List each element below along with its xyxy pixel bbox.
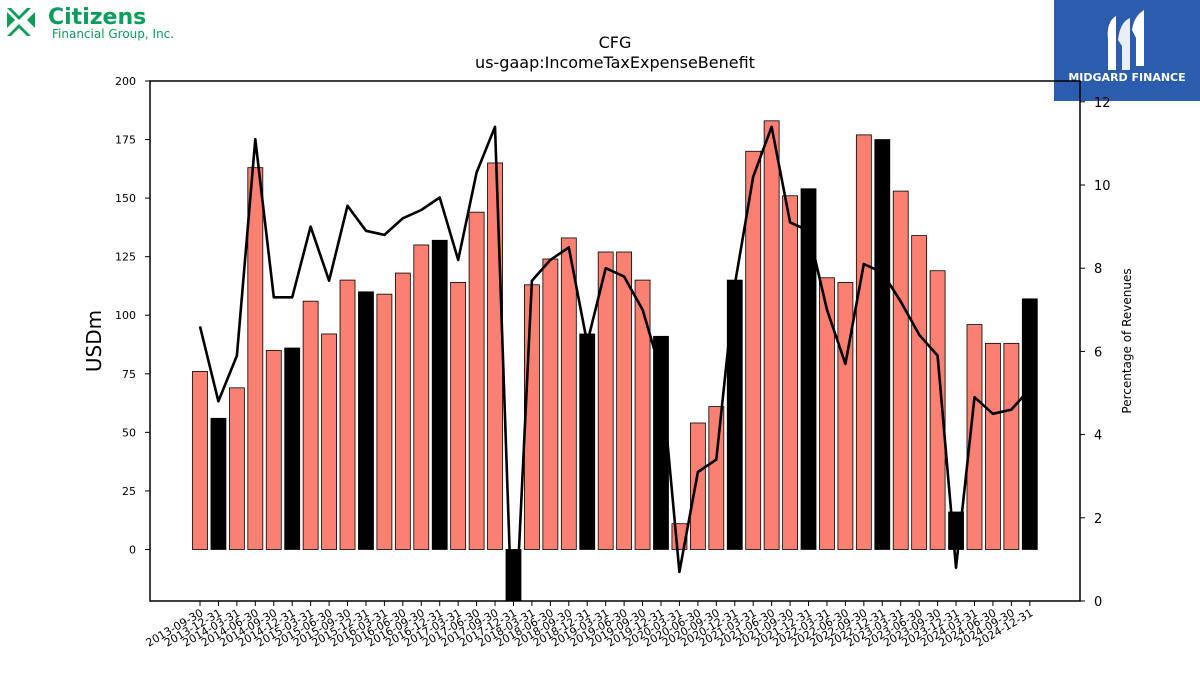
bar-2021-06-30 [763,120,780,550]
bar-2020-12-31 [726,279,743,550]
bar-2014-03-31 [228,387,245,550]
bar-2016-03-31 [376,293,393,550]
y2-tick-label: 0 [1094,595,1102,610]
y2-tick-label: 8 [1094,262,1102,277]
x-axis: 2013-09-302013-12-312014-03-312014-06-30… [144,601,1035,650]
bar-2021-12-31 [800,188,817,550]
y2-tick-label: 2 [1094,512,1102,527]
bar-2019-03-31 [597,251,614,550]
pct-line-series [198,125,1031,601]
pct-of-revenues-line [198,125,1031,601]
y-tick-label: 75 [122,368,136,381]
y-tick-label: 0 [129,543,136,556]
bar-2016-09-30 [413,244,430,550]
bar-2024-06-30 [985,342,1001,550]
bar-series [192,120,1038,602]
y2-tick-label: 12 [1094,96,1111,111]
bar-2020-09-30 [708,406,725,550]
logo-wordmark-midgard: MIDGARD FINANCE [1068,71,1185,84]
bar-2015-03-31 [302,300,319,550]
bar-2015-12-31 [358,291,374,550]
bar-2023-03-31 [892,190,909,550]
citizens-logo-mark [7,8,35,36]
bar-2015-06-30 [321,333,337,550]
bar-2015-09-30 [339,279,356,550]
bar-2022-06-30 [837,282,854,550]
logo-mark-part [7,24,31,36]
bar-2022-09-30 [855,134,872,550]
logo-mark-part [27,12,35,28]
bar-2024-03-31 [966,324,983,550]
bar-2013-09-30 [192,371,208,550]
y-tick-label: 200 [115,75,136,88]
bar-2023-09-30 [929,270,946,550]
bar-2019-09-30 [634,279,651,550]
bar-2017-09-30 [487,162,503,550]
bar-2021-09-30 [782,195,798,550]
bar-2016-12-31 [431,239,448,550]
logo-mark-part [7,12,15,28]
bar-2014-12-31 [284,347,301,550]
chart-subtitle: us-gaap:IncomeTaxExpenseBenefit [475,53,755,72]
y2-tick-label: 6 [1094,345,1102,360]
bar-2017-03-31 [450,282,467,550]
plot-frame [149,80,1081,602]
logo-mark-part [7,8,31,20]
y-tick-label: 150 [115,192,136,205]
bar-2016-06-30 [394,272,411,550]
logo-subtitle: Financial Group, Inc. [52,27,174,41]
y-tick-label: 125 [115,251,136,264]
y-axis-right: 0 2 4 6 8 10 12 [1080,96,1111,610]
y-tick-label: 100 [115,309,136,322]
bar-2020-06-30 [689,422,706,550]
logo-wordmark: Citizens [48,5,146,30]
bar-2017-06-30 [468,211,485,550]
y-tick-label: 175 [115,134,136,147]
bar-2018-09-30 [560,237,577,550]
chart-title: CFG [599,33,632,52]
bar-2022-12-31 [874,139,891,550]
bar-2023-06-30 [911,235,928,550]
bar-2024-12-31 [1021,298,1038,550]
y2-tick-label: 4 [1094,429,1102,444]
bar-2018-06-30 [542,258,559,550]
y-tick-label: 25 [122,485,136,498]
midgard-finance-logo: MIDGARD FINANCE [1054,0,1200,101]
bar-2022-03-31 [819,277,835,550]
y-axis-label: USDm [82,310,106,372]
bar-2021-03-31 [745,150,762,550]
bar-2024-09-30 [1003,342,1020,550]
bar-2014-06-30 [247,167,264,550]
bar-2018-03-31 [524,284,540,550]
y-axis-left: 0 25 50 75 100 125 150 175 200 [115,75,150,556]
bar-2013-12-31 [210,417,227,550]
midgard-logo-mark [1107,10,1144,70]
y2-axis-label: Percentage of Revenues [1120,268,1134,413]
bar-2014-09-30 [265,349,282,550]
citizens-logo: Citizens Financial Group, Inc. [4,4,204,44]
bar-2018-12-31 [579,333,596,550]
bar-2019-06-30 [616,251,633,550]
y2-tick-label: 10 [1094,179,1111,194]
y-tick-label: 50 [122,426,136,439]
